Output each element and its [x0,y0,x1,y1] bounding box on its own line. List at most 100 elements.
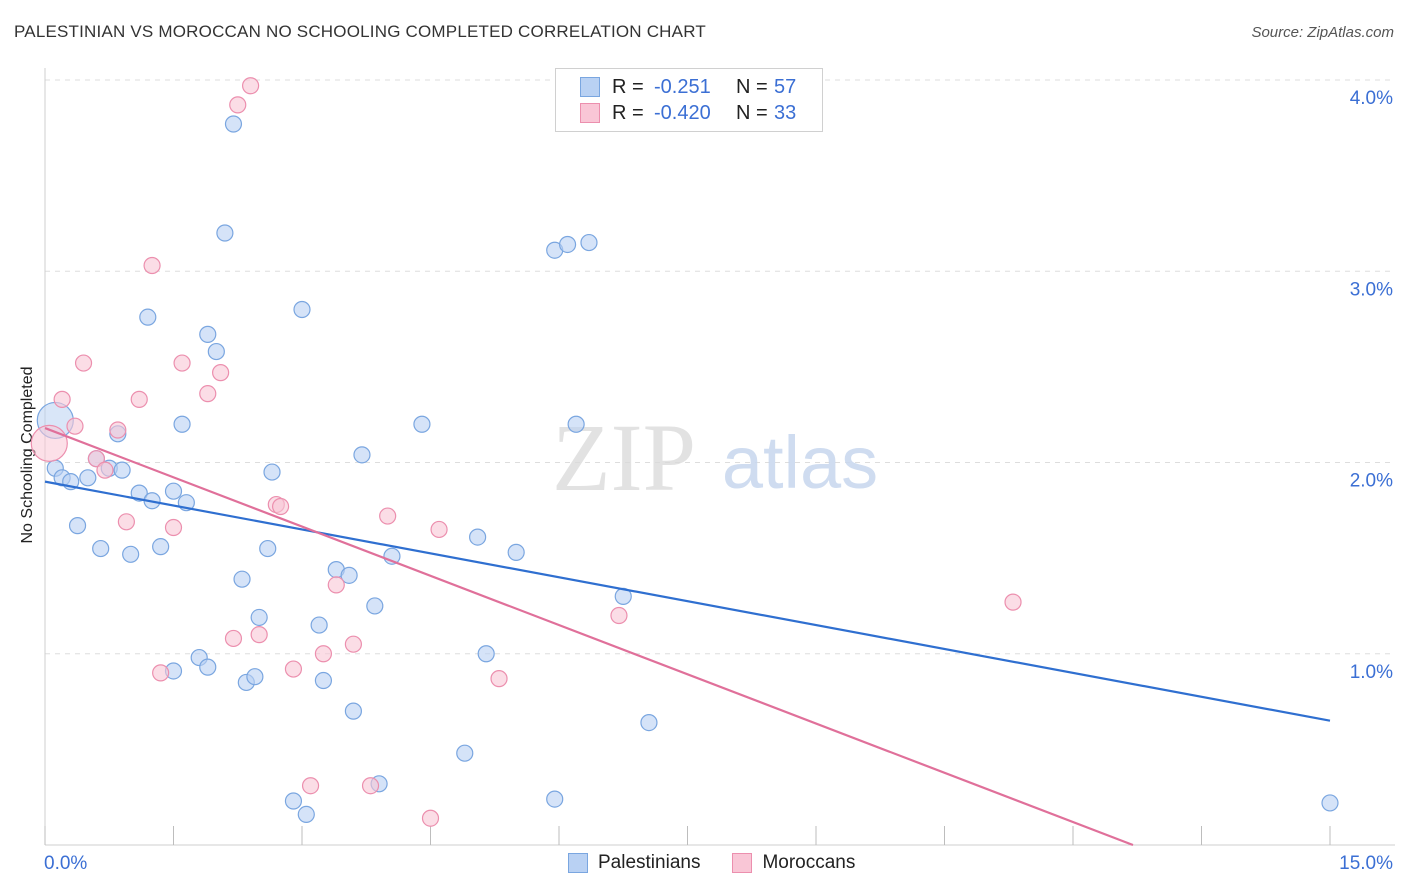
y-tick-label: 4.0% [1350,88,1393,109]
point-palestinian [507,543,525,561]
trend-lines [44,427,1331,847]
legend-row-palestinians: R = -0.251 N = 57 [580,74,796,100]
point-palestinian [233,570,251,588]
gridlines [45,79,1395,655]
point-moroccan [152,664,170,682]
point-palestinian [113,461,131,479]
point-moroccan [143,256,161,275]
point-moroccan [117,513,135,531]
point-palestinian [558,235,577,254]
y-tick-label: 2.0% [1350,471,1393,492]
point-moroccan [242,77,260,95]
point-moroccan [30,424,68,462]
point-palestinian [344,702,362,720]
point-palestinian [546,790,564,808]
point-moroccan [74,354,93,372]
legend-item-moroccans: Moroccans [732,852,855,874]
legend-item-palestinians: Palestinians [568,852,700,874]
x-tick-label: 15.0% [1339,853,1393,874]
point-palestinian [130,484,148,502]
point-moroccan [250,626,268,644]
legend-swatch-blue [580,77,600,97]
point-palestinian [293,300,311,319]
point-palestinian [263,463,281,481]
y-tick-label: 3.0% [1350,279,1393,300]
watermark-atlas: atlas [722,421,878,504]
legend-n-value: 57 [774,75,797,98]
series-moroccans [30,77,1022,827]
point-palestinian [92,539,110,558]
point-palestinian [199,658,217,676]
point-moroccan [301,777,320,795]
point-palestinian [79,469,97,487]
legend-r-label: R = [612,101,644,124]
legend-label-palestinians: Palestinians [598,852,701,873]
point-moroccan [199,385,217,403]
x-tick-label: 0.0% [44,853,87,874]
point-moroccan [271,497,290,516]
point-palestinian [164,482,183,500]
point-palestinian [139,308,157,326]
point-palestinian [477,645,495,663]
point-palestinian [207,342,225,361]
legend-r-value: -0.251 [654,75,711,98]
legend-swatch-blue [568,853,588,873]
point-palestinian [259,539,277,558]
trendline-palestinians [44,480,1331,722]
point-moroccan [96,461,114,479]
point-palestinian [456,744,474,762]
point-palestinian [314,671,333,690]
point-moroccan [224,629,243,648]
point-palestinian [297,805,315,824]
point-palestinian [413,415,431,433]
trendline-moroccans [44,427,1134,847]
point-palestinian [199,325,217,343]
chart-title: PALESTINIAN VS MOROCCAN NO SCHOOLING COM… [14,22,706,41]
point-palestinian [469,528,487,546]
legend-n-label: N = [736,101,768,124]
point-moroccan [130,390,148,408]
point-moroccan [164,518,183,537]
point-moroccan [361,777,380,795]
point-moroccan [430,520,448,539]
correlation-legend: R = -0.251 N = 57 R = -0.420 N = 33 [555,68,823,132]
point-palestinian [567,415,585,433]
legend-r-label: R = [612,75,644,98]
point-palestinian [250,608,268,627]
point-palestinian [152,538,170,556]
point-moroccan [379,507,397,525]
point-moroccan [314,645,333,663]
legend-r-value: -0.420 [654,101,711,124]
legend-swatch-pink [732,853,753,873]
point-moroccan [1004,593,1022,611]
legend-label-moroccans: Moroccans [762,852,856,873]
point-palestinian [340,566,358,584]
point-palestinian [1321,794,1339,812]
point-palestinian [224,115,243,133]
point-moroccan [109,421,127,439]
legend-n-value: 33 [774,101,797,124]
point-palestinian [284,792,303,810]
point-moroccan [490,670,508,688]
point-palestinian [246,668,264,686]
point-moroccan [212,364,230,382]
point-palestinian [640,713,658,732]
point-palestinian [122,545,140,563]
source-label: Source: ZipAtlas.com [1251,24,1394,41]
legend-row-moroccans: R = -0.420 N = 33 [580,100,796,126]
point-moroccan [284,660,303,678]
point-palestinian [173,415,191,433]
legend-n-label: N = [736,75,768,98]
tick-labels: 1.0% 2.0% 3.0% 4.0% 0.0% 15.0% [44,88,1393,874]
point-palestinian [366,597,384,615]
point-moroccan [53,390,71,408]
point-palestinian [580,233,598,252]
axes [44,68,1395,846]
point-moroccan [327,576,345,594]
point-palestinian [353,446,371,464]
point-moroccan [87,450,106,468]
point-moroccan [229,96,247,114]
y-tick-label: 1.0% [1350,662,1393,683]
point-palestinian [216,224,234,242]
